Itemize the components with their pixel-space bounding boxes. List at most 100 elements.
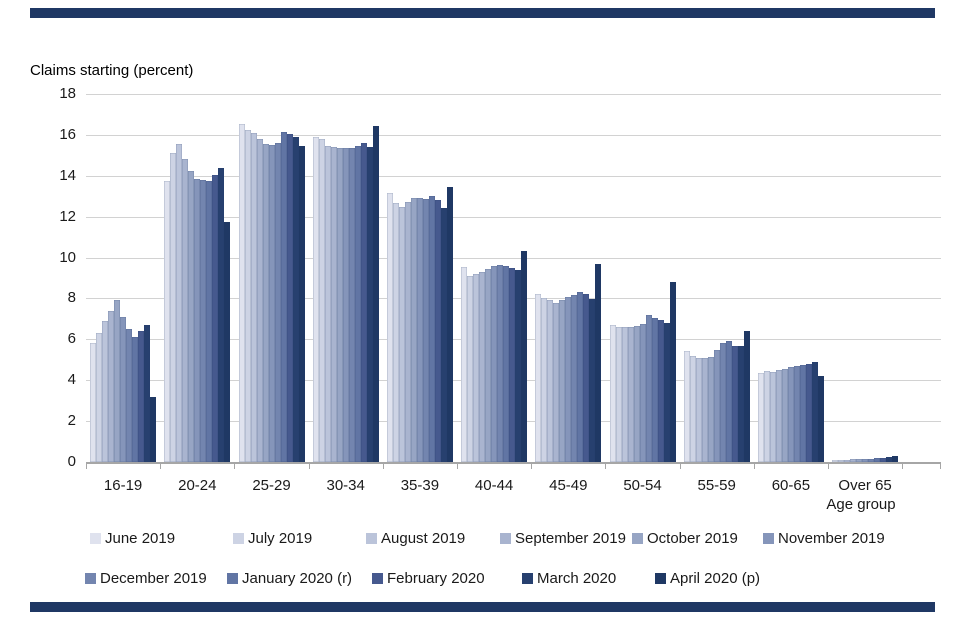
bar-60-65 (769, 372, 776, 462)
bar-16-19 (102, 321, 109, 462)
bar-25-29 (274, 143, 281, 462)
legend-item: September 2019 (500, 530, 626, 547)
chart-title: Claims starting (percent) (30, 62, 194, 79)
bar-Over 65 (862, 459, 869, 462)
axis-tick (679, 464, 681, 469)
bar-60-65 (793, 366, 800, 462)
bar-30-34 (324, 146, 331, 462)
bar-20-24 (224, 222, 231, 462)
y-axis-label: 2 (67, 412, 76, 430)
bar-20-24 (200, 180, 207, 462)
legend-swatch (522, 573, 533, 584)
bar-45-49 (553, 303, 560, 462)
bar-Over 65 (844, 460, 851, 462)
bar-50-54 (627, 327, 634, 462)
bar-60-65 (781, 369, 788, 462)
legend-label: January 2020 (r) (242, 570, 353, 587)
legend-item: February 2020 (372, 570, 485, 587)
bar-55-59 (701, 358, 708, 462)
x-axis-title: Age group (826, 496, 896, 513)
gridline (86, 175, 941, 177)
bar-45-49 (541, 298, 548, 462)
axis-tick (828, 464, 829, 469)
x-axis-label: 30-34 (326, 477, 365, 494)
bar-45-49 (589, 299, 596, 462)
bar-30-34 (348, 148, 355, 462)
bar-35-39 (386, 193, 393, 462)
bar-45-49 (583, 294, 590, 462)
bar-45-49 (535, 294, 542, 462)
x-axis-label: 40-44 (474, 477, 514, 494)
bar-35-39 (428, 196, 435, 462)
axis-tick (902, 464, 904, 469)
bar-35-39 (392, 203, 399, 462)
legend-label: July 2019 (248, 530, 313, 547)
gridline (86, 257, 941, 259)
bar-16-19 (144, 325, 151, 462)
legend-label: August 2019 (381, 530, 466, 547)
legend-swatch (90, 533, 101, 544)
bar-16-19 (120, 317, 127, 462)
gridline (86, 94, 941, 95)
bar-35-39 (446, 187, 453, 462)
bar-35-39 (410, 198, 417, 462)
legend-item: December 2019 (85, 570, 207, 587)
legend-item: January 2020 (r) (227, 570, 352, 587)
bar-40-44 (521, 251, 528, 462)
bar-50-54 (663, 323, 670, 462)
legend-label: December 2019 (100, 570, 207, 587)
axis-tick (382, 464, 384, 469)
x-axis-label: 50-54 (623, 477, 662, 494)
bar-35-39 (398, 207, 405, 462)
bar-25-29 (244, 130, 251, 462)
bar-30-34 (330, 147, 337, 462)
bar-Over 65 (874, 458, 881, 462)
bar-50-54 (621, 327, 628, 462)
x-axis-label: 35-39 (400, 477, 440, 494)
legend-item: August 2019 (366, 530, 465, 547)
bar-55-59 (689, 356, 696, 462)
axis-tick (160, 464, 162, 469)
bar-Over 65 (850, 459, 857, 462)
legend-swatch (233, 533, 244, 544)
bar-35-39 (416, 198, 423, 462)
bar-Over 65 (832, 460, 839, 462)
y-axis-label: 4 (67, 371, 76, 389)
x-axis-label: 25-29 (252, 477, 291, 494)
bar-50-54 (657, 320, 664, 462)
bar-16-19 (132, 337, 139, 462)
bar-40-44 (485, 269, 492, 462)
bar-50-54 (651, 318, 658, 462)
bar-40-44 (515, 270, 522, 462)
bar-35-39 (440, 208, 447, 462)
bar-16-19 (114, 300, 121, 462)
legend-swatch (655, 573, 666, 584)
bar-55-59 (731, 346, 738, 462)
gridline (86, 134, 941, 136)
legend-swatch (500, 533, 511, 544)
bar-20-24 (182, 159, 189, 462)
axis-tick (86, 464, 87, 469)
bar-40-44 (473, 274, 480, 462)
legend-swatch (85, 573, 96, 584)
axis-tick (940, 464, 941, 469)
bar-25-29 (262, 144, 269, 462)
bar-25-29 (298, 146, 305, 462)
y-axis-label: 10 (59, 248, 76, 266)
legend-label: June 2019 (105, 530, 176, 547)
bar-40-44 (509, 268, 516, 462)
gridline (86, 216, 941, 218)
bar-Over 65 (886, 457, 893, 462)
bar-45-49 (595, 264, 602, 462)
legend-item: June 2019 (90, 530, 175, 547)
bar-55-59 (725, 341, 732, 462)
bar-55-59 (695, 358, 702, 462)
bar-30-34 (312, 137, 319, 462)
legend-label: November 2019 (778, 530, 885, 547)
bar-16-19 (126, 329, 133, 462)
bar-25-29 (256, 139, 263, 462)
bar-60-65 (817, 376, 824, 462)
bar-16-19 (108, 311, 115, 462)
legend-swatch (227, 573, 238, 584)
